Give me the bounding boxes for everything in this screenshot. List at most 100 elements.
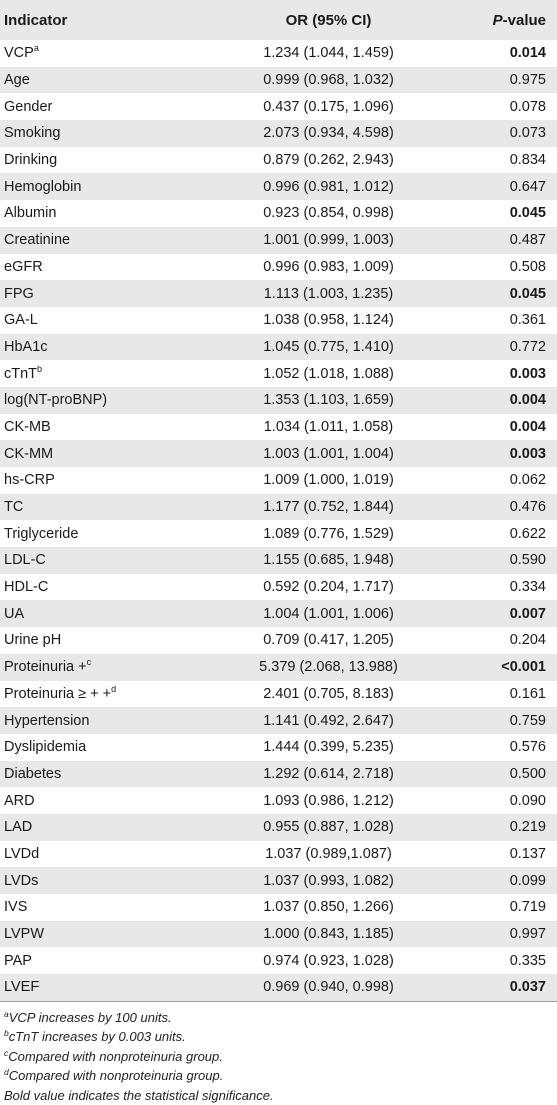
footnote-marker: d <box>111 683 117 694</box>
indicator-cell: LDL-C <box>0 547 205 574</box>
or-ci-cell: 1.034 (1.011, 1.058) <box>263 418 394 435</box>
table-row: HDL-C 0.592 (0.204, 1.717) 0.334 <box>0 574 557 601</box>
or-ci-cell: 0.923 (0.854, 0.998) <box>263 205 394 222</box>
indicator-label: PAP <box>4 952 32 969</box>
table-row: Age 0.999 (0.968, 1.032) 0.975 <box>0 66 557 94</box>
table-row: VCPa 1.234 (1.044, 1.459) 0.014 <box>0 40 557 67</box>
p-value-cell: 0.003 <box>509 445 546 462</box>
p-value-cell: 0.204 <box>509 632 546 649</box>
p-value-cell: 0.500 <box>509 765 546 782</box>
or-ci-cell: 0.969 (0.940, 0.998) <box>263 979 394 996</box>
indicator-cell: UA <box>0 600 205 627</box>
table-bottom-rule <box>0 1000 557 1002</box>
indicator-label: LAD <box>4 819 33 836</box>
p-value-cell: 0.759 <box>509 712 546 729</box>
or-ci-cell: 1.234 (1.044, 1.459) <box>263 45 394 62</box>
indicator-cell: Proteinuria ≥ + +d <box>0 681 205 708</box>
table-row: CK-MB 1.034 (1.011, 1.058) 0.004 <box>0 414 557 441</box>
footnote-mark: c <box>4 1047 9 1058</box>
indicator-label: GA-L <box>4 312 38 329</box>
indicator-cell: Hypertension <box>0 707 205 734</box>
table-row: CK-MM 1.003 (1.001, 1.004) 0.003 <box>0 440 557 467</box>
indicator-cell: Smoking <box>0 120 205 147</box>
table-row: hs-CRP 1.009 (1.000, 1.019) 0.062 <box>0 467 557 494</box>
p-value-cell: 0.335 <box>509 952 546 969</box>
indicator-label: Proteinuria ≥ + + <box>4 685 112 702</box>
p-value-cell: 0.037 <box>509 979 546 996</box>
table-row: Dyslipidemia 1.444 (0.399, 5.235) 0.576 <box>0 734 557 761</box>
indicator-label: HbA1c <box>4 338 48 355</box>
p-value-cell: 0.099 <box>509 872 546 889</box>
footnote-line: bcTnT increases by 0.003 units. <box>4 1027 553 1047</box>
or-ci-cell: 1.141 (0.492, 2.647) <box>263 712 394 729</box>
indicator-label: ARD <box>4 792 35 809</box>
indicator-label: Albumin <box>4 205 57 222</box>
indicator-label: UA <box>4 605 25 622</box>
or-ci-cell: 1.001 (0.999, 1.003) <box>263 232 394 249</box>
indicator-label: log(NT-proBNP) <box>4 392 108 409</box>
table-row: HbA1c 1.045 (0.775, 1.410) 0.772 <box>0 333 557 361</box>
table-row: Drinking 0.879 (0.262, 2.943) 0.834 <box>0 147 557 174</box>
odds-ratio-table: Indicator OR (95% CI) P-value VCPa 1.234 … <box>0 0 557 1001</box>
p-value-cell: 0.003 <box>509 365 546 382</box>
indicator-cell: PAP <box>0 947 205 974</box>
or-ci-cell: 0.879 (0.262, 2.943) <box>263 152 394 169</box>
indicator-label: LVDs <box>4 872 39 889</box>
indicator-cell: Hemoglobin <box>0 173 205 200</box>
p-value-cell: 0.361 <box>509 312 546 329</box>
or-ci-cell: 1.004 (1.001, 1.006) <box>263 605 394 622</box>
or-ci-cell: 2.401 (0.705, 8.183) <box>263 685 394 702</box>
indicator-label: FPG <box>4 285 34 302</box>
p-value-cell: <0.001 <box>501 659 546 676</box>
or-ci-cell: 1.093 (0.986, 1.212) <box>263 792 394 809</box>
table-row: Hemoglobin 0.996 (0.981, 1.012) 0.647 <box>0 173 557 201</box>
or-ci-cell: 0.999 (0.968, 1.032) <box>263 72 394 89</box>
indicator-cell: FPG <box>0 280 205 307</box>
p-value-cell: 0.062 <box>509 472 546 489</box>
or-ci-cell: 0.996 (0.981, 1.012) <box>263 178 394 195</box>
or-ci-cell: 1.353 (1.103, 1.659) <box>263 392 394 409</box>
indicator-cell: Gender <box>0 93 205 120</box>
table-row: eGFR 0.996 (0.983, 1.009) 0.508 <box>0 254 557 281</box>
footnote-text: VCP increases by 100 units. <box>8 1009 172 1025</box>
footnote-marker: b <box>37 363 43 374</box>
header-or-ci: OR (95% CI) <box>285 11 372 29</box>
table-footnotes: aVCP increases by 100 units. bcTnT increa… <box>0 1002 557 1105</box>
indicator-cell: Age <box>0 67 205 94</box>
footnote-marker: a <box>33 43 39 54</box>
table-row: FPG 1.113 (1.003, 1.235) 0.045 <box>0 280 557 307</box>
table-row: log(NT-proBNP) 1.353 (1.103, 1.659) 0.004 <box>0 386 557 414</box>
or-ci-cell: 1.009 (1.000, 1.019) <box>263 472 394 489</box>
indicator-label: LVDd <box>4 845 40 862</box>
p-value-cell: 0.975 <box>509 72 546 89</box>
indicator-label: VCP <box>4 45 34 62</box>
table-row: cTnTb 1.052 (1.018, 1.088) 0.003 <box>0 360 557 387</box>
table-row: Proteinuria +c 5.379 (2.068, 13.988) <0.00… <box>0 653 557 681</box>
or-ci-cell: 2.073 (0.934, 4.598) <box>263 125 394 142</box>
indicator-cell: GA-L <box>0 307 205 334</box>
indicator-cell: HDL-C <box>0 574 205 601</box>
indicator-label: IVS <box>4 899 28 916</box>
indicator-cell: Diabetes <box>0 761 205 788</box>
indicator-cell: Drinking <box>0 147 205 174</box>
footnote-line: dCompared with nonproteinuria group. <box>4 1066 553 1086</box>
indicator-cell: LAD <box>0 814 205 841</box>
p-value-cell: 0.647 <box>509 178 546 195</box>
indicator-cell: Urine pH <box>0 627 205 654</box>
indicator-cell: Albumin <box>0 200 205 227</box>
indicator-label: CK-MM <box>4 445 54 462</box>
indicator-cell: IVS <box>0 894 205 921</box>
or-ci-cell: 1.292 (0.614, 2.718) <box>263 765 394 782</box>
indicator-label: Creatinine <box>4 232 71 249</box>
table-row: ARD 1.093 (0.986, 1.212) 0.090 <box>0 787 557 814</box>
or-ci-cell: 1.444 (0.399, 5.235) <box>263 739 394 756</box>
table-row: LVPW 1.000 (0.843, 1.185) 0.997 <box>0 920 557 948</box>
indicator-label: hs-CRP <box>4 472 55 489</box>
header-p-rest: -value <box>502 11 546 29</box>
indicator-label: LDL-C <box>4 552 46 569</box>
footnote-marker: c <box>86 657 92 668</box>
or-ci-cell: 1.113 (1.003, 1.235) <box>263 285 394 302</box>
table-row: LDL-C 1.155 (0.685, 1.948) 0.590 <box>0 547 557 574</box>
p-value-cell: 0.073 <box>509 125 546 142</box>
